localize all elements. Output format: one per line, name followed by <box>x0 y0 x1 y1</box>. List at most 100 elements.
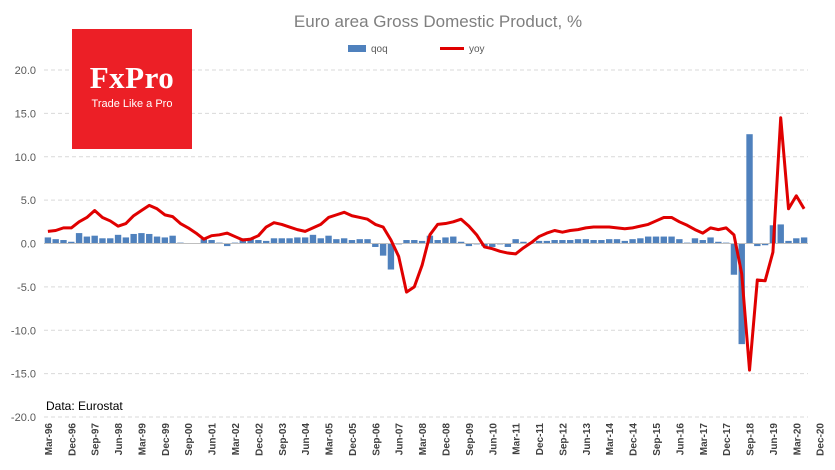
y-tick-label: 10.0 <box>15 152 36 164</box>
qoq-bar <box>317 238 324 244</box>
qoq-bar <box>146 233 153 244</box>
qoq-bar <box>309 234 317 244</box>
y-tick-label: 0.0 <box>21 239 36 251</box>
y-tick-label: -15.0 <box>11 369 36 381</box>
qoq-bar <box>489 243 496 247</box>
qoq-bar <box>278 238 285 244</box>
x-tick-label: Dec-14 <box>629 423 640 456</box>
qoq-bar <box>715 241 722 244</box>
x-tick-label: Jun-04 <box>301 423 312 456</box>
qoq-bar <box>75 233 83 244</box>
qoq-bars <box>44 134 808 345</box>
qoq-bar <box>348 240 356 244</box>
qoq-bar <box>411 240 418 244</box>
y-tick-label: 15.0 <box>15 108 36 120</box>
qoq-bar <box>520 241 527 244</box>
qoq-bar <box>606 239 613 244</box>
chart-title: Euro area Gross Domestic Product, % <box>294 12 582 31</box>
qoq-bar <box>372 243 379 247</box>
qoq-bar <box>738 243 745 345</box>
qoq-bar <box>325 235 332 244</box>
qoq-bar <box>301 237 309 244</box>
logo-tagline: Trade Like a Pro <box>91 98 173 110</box>
qoq-bar <box>746 134 753 244</box>
qoq-bar <box>637 238 644 244</box>
qoq-bar <box>68 241 75 244</box>
qoq-bar <box>629 239 636 244</box>
qoq-bar <box>707 237 714 244</box>
qoq-bar <box>559 240 566 244</box>
x-tick-label: Mar-02 <box>231 423 242 456</box>
qoq-bar <box>793 238 800 244</box>
x-tick-label: Jun-16 <box>675 423 686 456</box>
x-tick-label: Sep-18 <box>746 423 757 456</box>
x-tick-label: Dec-17 <box>722 423 733 456</box>
qoq-bar <box>83 236 91 244</box>
x-tick-label: Sep-97 <box>91 423 102 456</box>
qoq-bar <box>114 234 122 244</box>
x-tick-label: Dec-20 <box>816 423 827 456</box>
x-tick-label: Sep-03 <box>278 423 289 456</box>
qoq-bar <box>504 243 512 247</box>
qoq-bar <box>387 243 395 270</box>
x-tick-label: Jun-01 <box>208 423 219 456</box>
y-tick-label: -20.0 <box>11 412 36 424</box>
qoq-bar <box>652 236 660 244</box>
qoq-bar <box>457 241 465 244</box>
qoq-bar <box>450 236 457 244</box>
x-tick-label: Mar-11 <box>512 423 523 455</box>
qoq-bar <box>122 237 130 244</box>
x-tick-label: Jun-98 <box>114 423 125 456</box>
qoq-bar <box>107 238 114 244</box>
legend-swatch-qoq <box>348 45 366 52</box>
qoq-bar <box>52 239 59 244</box>
legend-label-qoq: qoq <box>371 44 388 55</box>
y-tick-label: 20.0 <box>15 65 36 77</box>
qoq-bar <box>543 240 551 244</box>
x-tick-label: Dec-02 <box>254 423 265 456</box>
qoq-bar <box>668 236 675 244</box>
qoq-bar <box>598 240 605 244</box>
x-tick-label: Dec-99 <box>161 423 172 456</box>
x-tick-label: Mar-20 <box>792 423 803 456</box>
y-tick-label: -10.0 <box>11 325 36 337</box>
x-tick-label: Mar-17 <box>699 423 710 456</box>
x-tick-label: Jun-07 <box>395 423 406 456</box>
qoq-bar <box>153 236 161 244</box>
x-tick-label: Dec-96 <box>67 423 78 456</box>
x-tick-label: Mar-08 <box>418 423 429 456</box>
qoq-bar <box>761 243 769 246</box>
qoq-bar <box>286 238 293 244</box>
qoq-bar <box>224 243 231 247</box>
qoq-bar <box>730 243 738 275</box>
qoq-bar <box>333 239 340 244</box>
x-tick-label: Mar-14 <box>605 423 616 456</box>
qoq-bar <box>551 240 558 244</box>
qoq-bar <box>567 240 574 244</box>
y-axis-ticks: 20.0 15.0 10.0 5.0 0.0 -5.0 -10.0 -15.0 -20.0 <box>11 65 36 424</box>
qoq-bar <box>169 235 176 244</box>
qoq-bar <box>340 238 348 244</box>
source-note: Data: Eurostat <box>46 399 123 413</box>
qoq-bar <box>364 239 371 244</box>
qoq-bar <box>590 240 597 244</box>
qoq-bar <box>660 236 667 244</box>
qoq-bar <box>621 240 628 244</box>
qoq-bar <box>418 240 426 244</box>
qoq-bar <box>208 240 215 244</box>
logo-brand-name: FxPro <box>89 60 175 95</box>
qoq-bar <box>582 239 590 244</box>
qoq-bar <box>800 237 808 244</box>
x-tick-label: Dec-11 <box>535 423 546 456</box>
qoq-bar <box>379 243 387 256</box>
qoq-bar <box>535 240 543 244</box>
qoq-bar <box>785 240 792 244</box>
qoq-bar <box>247 238 254 244</box>
qoq-bar <box>777 224 784 244</box>
qoq-bar <box>442 237 449 244</box>
qoq-bar <box>294 237 301 244</box>
qoq-bar <box>434 240 441 244</box>
qoq-bar <box>613 239 621 244</box>
qoq-bar <box>644 236 652 244</box>
